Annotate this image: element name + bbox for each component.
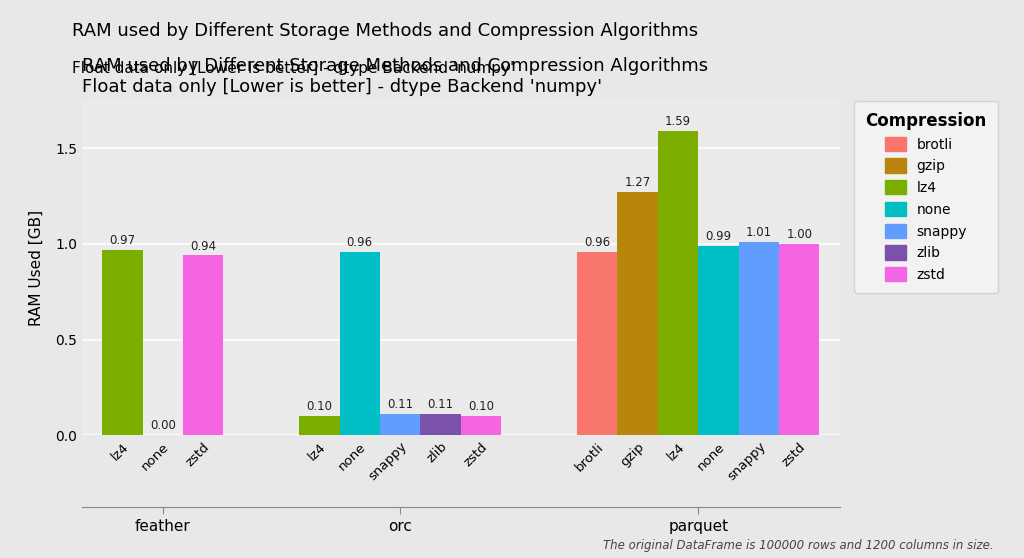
Bar (738, 242, 779, 435)
Text: 0.94: 0.94 (190, 239, 216, 253)
Text: 1.59: 1.59 (665, 115, 691, 128)
Bar (698, 246, 738, 435)
Text: 0.96: 0.96 (584, 235, 610, 249)
Text: 0.96: 0.96 (347, 235, 373, 249)
Text: 0.11: 0.11 (428, 398, 454, 411)
Text: The original DataFrame is 100000 rows and 1200 columns in size.: The original DataFrame is 100000 rows an… (603, 540, 993, 552)
Text: RAM used by Different Storage Methods and Compression Algorithms
Float data only: RAM used by Different Storage Methods an… (82, 57, 708, 96)
Bar (617, 193, 657, 435)
Bar (779, 244, 819, 435)
Text: 0.00: 0.00 (150, 420, 176, 432)
Text: Float data only [Lower is better] - dtype Backend 'numpy': Float data only [Lower is better] - dtyp… (72, 61, 514, 76)
Text: 0.97: 0.97 (110, 234, 135, 247)
Text: 1.00: 1.00 (786, 228, 812, 241)
Text: 0.10: 0.10 (468, 400, 494, 413)
Legend: brotli, gzip, lz4, none, snappy, zlib, zstd: brotli, gzip, lz4, none, snappy, zlib, z… (854, 100, 997, 293)
Bar (183, 256, 223, 435)
Bar (577, 252, 617, 435)
Text: 0.99: 0.99 (706, 230, 731, 243)
Bar (657, 131, 698, 435)
Bar (340, 252, 380, 435)
Y-axis label: RAM Used [GB]: RAM Used [GB] (29, 210, 44, 326)
Text: 0.10: 0.10 (306, 400, 333, 413)
Bar (102, 249, 142, 435)
Text: 0.11: 0.11 (387, 398, 414, 411)
Bar (421, 414, 461, 435)
Bar (299, 416, 340, 435)
Text: 1.27: 1.27 (625, 176, 650, 189)
Text: 1.01: 1.01 (745, 226, 772, 239)
Text: RAM used by Different Storage Methods and Compression Algorithms: RAM used by Different Storage Methods an… (72, 22, 697, 40)
Bar (380, 414, 421, 435)
Bar (461, 416, 501, 435)
